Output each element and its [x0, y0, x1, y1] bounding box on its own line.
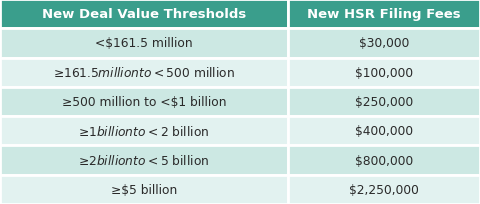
Bar — [288, 116, 480, 146]
Text: New HSR Filing Fees: New HSR Filing Fees — [307, 8, 461, 21]
Text: ≥$5 billion: ≥$5 billion — [111, 183, 177, 196]
Bar — [0, 88, 288, 116]
Text: $100,000: $100,000 — [355, 66, 413, 79]
Text: $2,250,000: $2,250,000 — [349, 183, 419, 196]
Bar — [0, 29, 288, 58]
Text: $250,000: $250,000 — [355, 95, 413, 109]
Text: New Deal Value Thresholds: New Deal Value Thresholds — [42, 8, 246, 21]
Bar — [288, 88, 480, 116]
Text: ≥500 million to <$1 billion: ≥500 million to <$1 billion — [62, 95, 226, 109]
Text: $30,000: $30,000 — [359, 37, 409, 50]
Bar — [288, 58, 480, 88]
Text: $400,000: $400,000 — [355, 125, 413, 138]
Text: $800,000: $800,000 — [355, 154, 413, 167]
Bar — [288, 29, 480, 58]
Text: <$161.5 million: <$161.5 million — [95, 37, 193, 50]
Bar — [288, 146, 480, 175]
Bar — [288, 175, 480, 204]
Bar — [0, 146, 288, 175]
Bar — [0, 116, 288, 146]
Text: ≥$2 billion to <$5 billion: ≥$2 billion to <$5 billion — [78, 153, 210, 167]
Text: ≥$161.5 million to <$500 million: ≥$161.5 million to <$500 million — [53, 66, 235, 80]
Bar — [0, 58, 288, 88]
Text: ≥$1 billion to <$2 billion: ≥$1 billion to <$2 billion — [78, 124, 210, 138]
Bar — [288, 0, 480, 29]
Bar — [0, 0, 288, 29]
Bar — [0, 175, 288, 204]
